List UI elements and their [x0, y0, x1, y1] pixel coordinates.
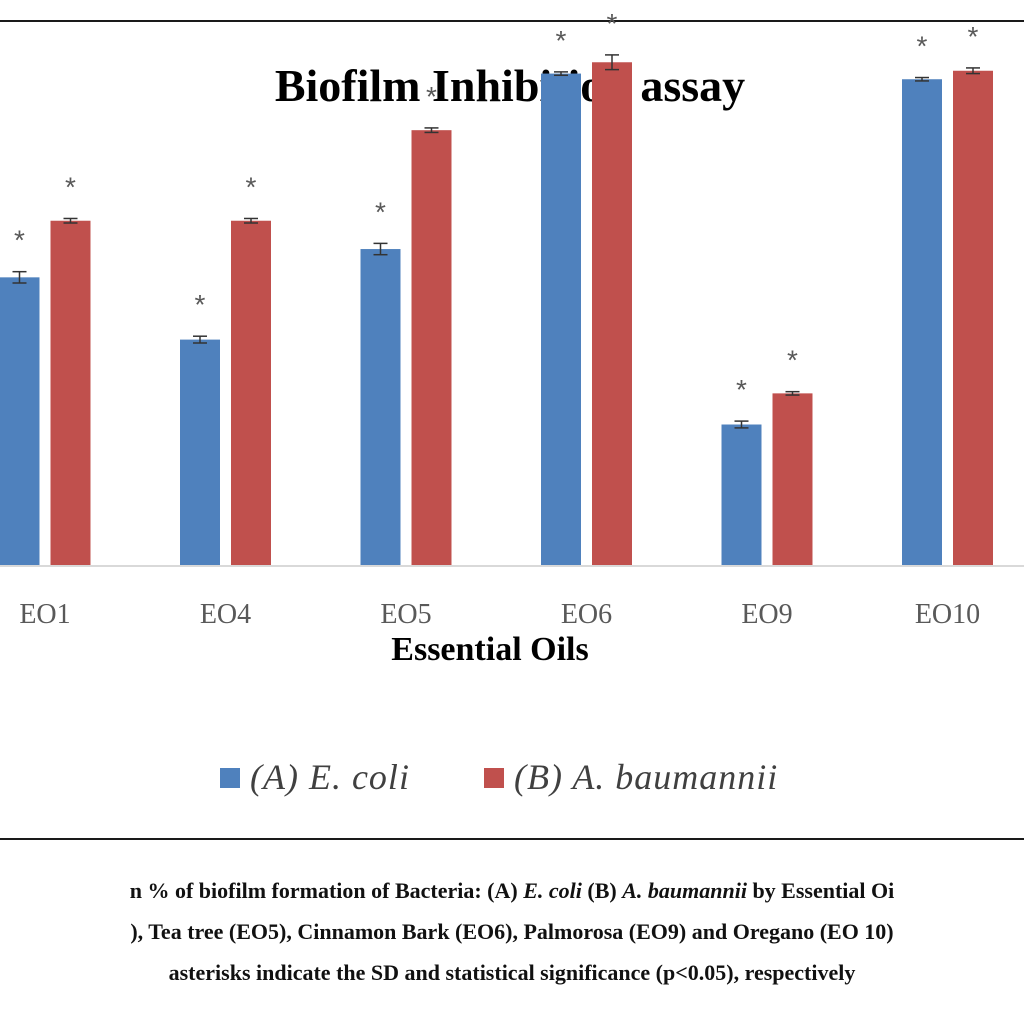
significance-asterisk: *	[736, 374, 747, 405]
significance-asterisk: *	[787, 345, 798, 376]
x-tick-label-eo6: EO6	[561, 599, 612, 630]
x-tick-labels: EO1 EO4 EO5 EO6 EO9 EO10	[19, 599, 980, 630]
x-tick-label-eo5: EO5	[380, 599, 431, 630]
legend-swatch-ecoli	[220, 768, 240, 788]
caption-species-abaumannii: A. baumannii	[622, 878, 747, 903]
caption-text: n % of biofilm formation of Bacteria: (A…	[129, 878, 524, 903]
bottom-border	[0, 838, 1024, 840]
significance-asterisk: *	[556, 25, 567, 56]
significance-asterisk: *	[917, 31, 928, 62]
legend-label-abaumannii: (B) A. baumannii	[514, 757, 778, 797]
caption-line-3: asterisks indicate the SD and statistica…	[168, 960, 856, 985]
caption-text: (B)	[581, 878, 623, 903]
legend: (A) E. coli (B) A. baumannii	[220, 757, 778, 797]
x-axis-title: Essential Oils	[391, 631, 588, 668]
significance-asterisk: *	[65, 171, 76, 202]
significance-asterisk: *	[968, 21, 979, 52]
bar-abaumannii-eo4	[231, 220, 271, 567]
figure-caption: n % of biofilm formation of Bacteria: (A…	[0, 870, 1024, 993]
bar-ecoli-eo5	[360, 249, 401, 567]
x-tick-label-eo10: EO10	[915, 599, 980, 630]
caption-line-1: n % of biofilm formation of Bacteria: (A…	[0, 870, 1024, 911]
significance-asterisk: *	[375, 196, 386, 227]
bar-ecoli-eo4	[180, 339, 220, 566]
x-tick-label-eo4: EO4	[200, 599, 251, 630]
caption-species-ecoli: E. coli	[523, 878, 582, 903]
caption-text: by Essential Oi	[746, 878, 895, 903]
legend-label-ecoli: (A) E. coli	[250, 757, 410, 797]
bar-abaumannii-eo9	[772, 393, 813, 566]
significance-asterisk: *	[246, 171, 257, 202]
bar-abaumannii-eo5	[411, 130, 452, 566]
x-tick-label-eo9: EO9	[741, 599, 792, 630]
chart-title: Biofilm Inhibition assay	[275, 60, 745, 111]
significance-asterisk: *	[14, 225, 25, 256]
significance-asterisk: *	[195, 289, 206, 320]
significance-asterisk: *	[607, 8, 618, 39]
significance-asterisk: *	[426, 81, 437, 112]
bars-layer: * * * * * * * * * * * *	[0, 8, 993, 567]
x-tick-label-eo1: EO1	[19, 599, 70, 630]
top-border	[0, 20, 1024, 22]
bar-abaumannii-eo1	[50, 220, 91, 567]
legend-swatch-abaumannii	[484, 768, 504, 788]
caption-line-2: ), Tea tree (EO5), Cinnamon Bark (EO6), …	[130, 919, 894, 944]
bar-ecoli-eo10	[902, 79, 942, 567]
bar-chart: Biofilm Inhibition assay * * * * * * * * * * * * EO…	[0, 8, 1024, 797]
bar-ecoli-eo1	[0, 277, 40, 566]
bar-abaumannii-eo10	[953, 70, 993, 566]
bar-abaumannii-eo6	[592, 62, 632, 566]
bar-ecoli-eo9	[721, 424, 762, 566]
bar-ecoli-eo6	[541, 73, 581, 566]
